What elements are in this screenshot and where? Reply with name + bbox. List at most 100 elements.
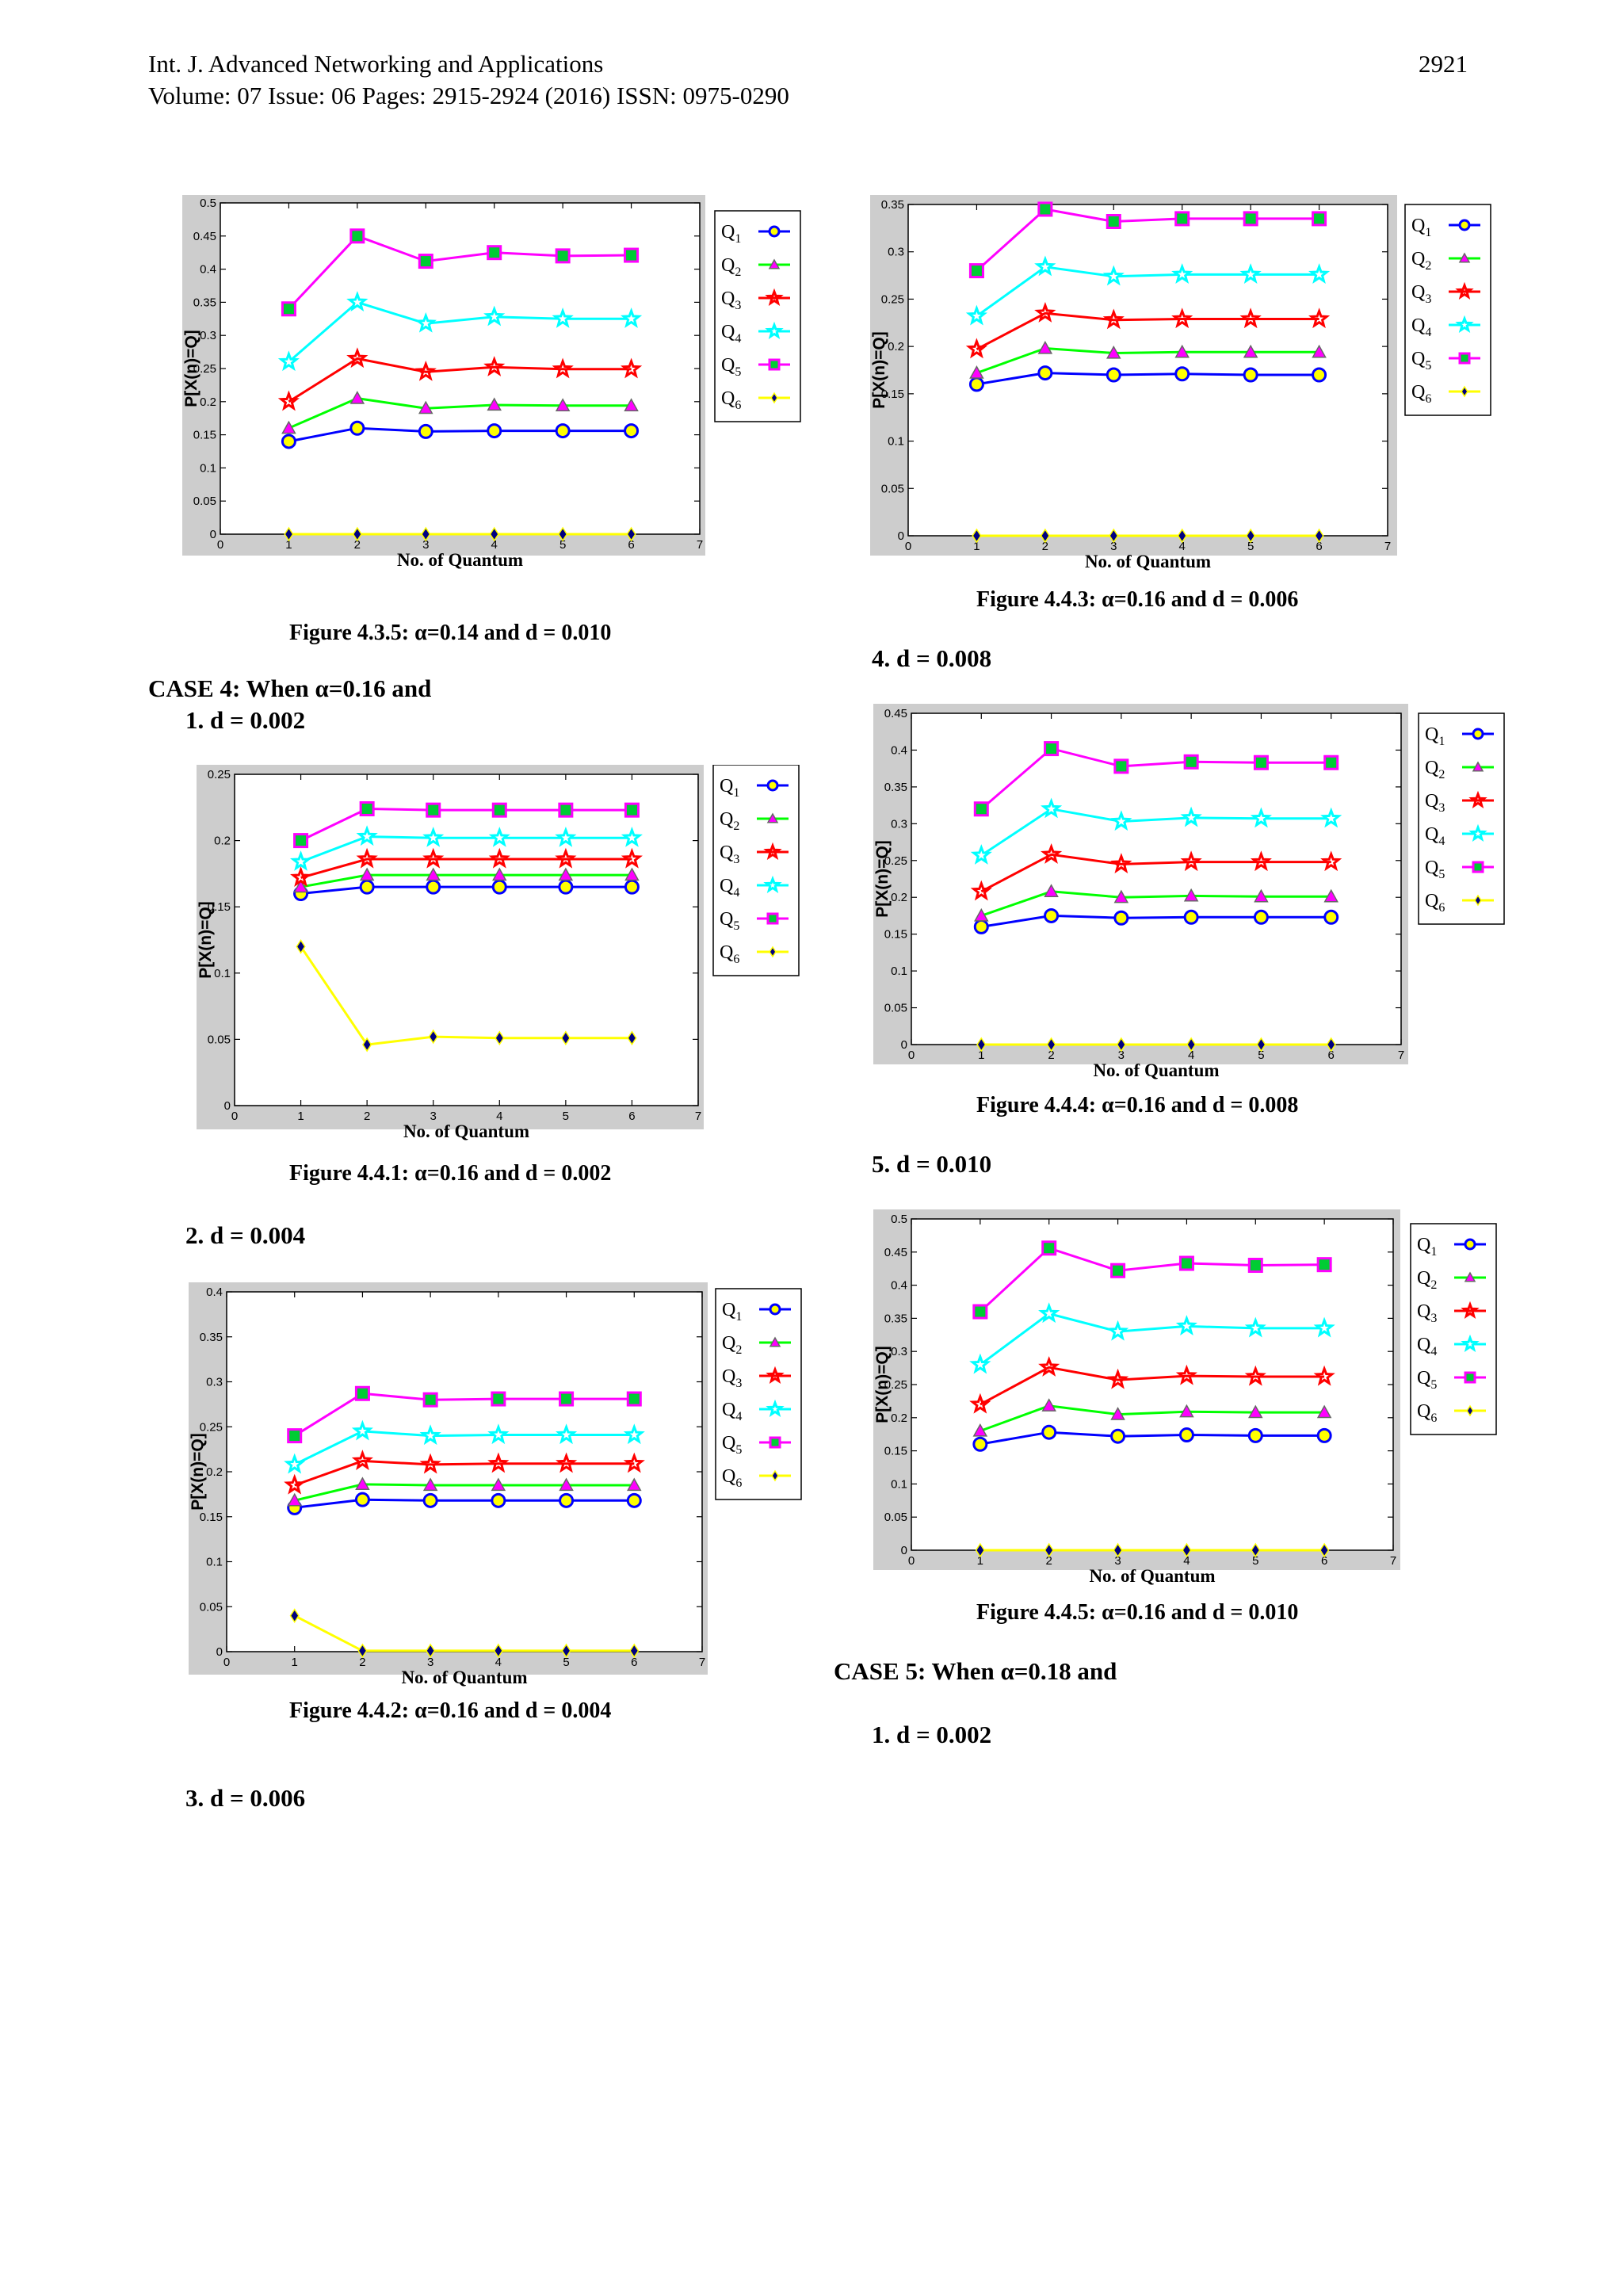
- legend-marker: [1464, 1371, 1476, 1384]
- x-axis-label: No. of Quantum: [403, 1121, 529, 1141]
- point-q5: [1323, 755, 1339, 770]
- point-q6: [1109, 528, 1119, 544]
- point-q6: [1314, 528, 1324, 544]
- point-q4: [356, 825, 378, 846]
- point-q1: [1174, 366, 1190, 382]
- x-tick-label: 0: [217, 538, 223, 552]
- legend-box: [715, 1288, 802, 1500]
- series-line-q5: [300, 807, 632, 842]
- point-q6: [284, 526, 294, 542]
- x-tick-label: 0: [231, 1110, 238, 1123]
- legend-marker: [768, 358, 781, 371]
- y-tick-label: 0.1: [214, 967, 231, 980]
- y-tick-label: 0.3: [206, 1376, 223, 1389]
- point-q6: [1186, 1037, 1197, 1052]
- case4-item-5: 5. d = 0.010: [872, 1150, 992, 1178]
- point-q1: [558, 879, 574, 895]
- caption-fig441: Figure 4.4.1: α=0.16 and d = 0.002: [289, 1161, 612, 1186]
- figure-4-4-1: 0 0.05 0.1 0.15 0.2 0.25 0 1 2 3 4 5 6 7 No. of Quantu…: [197, 765, 804, 1161]
- figure-4-3-5: 0 0.05 0.1 0.15 0.2 0.25 0.3 0.35 0.4 0.45 0.5 0 1 2 3…: [182, 195, 806, 587]
- point-q4: [1102, 265, 1125, 286]
- point-q4: [1180, 806, 1202, 827]
- point-q6: [1256, 1037, 1266, 1052]
- legend-marker: [765, 321, 784, 339]
- point-q1: [1253, 909, 1269, 925]
- y-tick-label: 0.45: [884, 1246, 907, 1259]
- point-q2: [1037, 340, 1053, 354]
- point-q4: [965, 304, 987, 326]
- point-q4: [422, 827, 445, 847]
- plot-area: [234, 774, 699, 1106]
- chart-svg: 0 0.05 0.1 0.15 0.2 0.25 0.3 0.35 0.4 0.45 0.5 0 1 2 3…: [873, 1209, 1497, 1586]
- point-q3: [351, 1450, 373, 1470]
- point-q2: [624, 867, 640, 881]
- point-q2: [627, 1477, 642, 1492]
- chart-svg: 0 0.05 0.1 0.15 0.2 0.25 0.3 0.35 0.4 0 1 2 3 4 5 6 7 No.…: [189, 1282, 802, 1687]
- y-tick-label: 0.15: [884, 1445, 907, 1458]
- point-q3: [1041, 842, 1063, 864]
- point-q2: [1174, 344, 1190, 358]
- point-q6: [1182, 1542, 1192, 1558]
- series-line-q4: [980, 1312, 1325, 1366]
- point-q4: [277, 350, 300, 372]
- point-q1: [968, 376, 984, 392]
- y-tick-label: 0.1: [891, 965, 907, 978]
- y-tick-label: 0.05: [884, 1002, 907, 1015]
- series-line-q3: [980, 853, 1331, 893]
- legend-marker: [763, 842, 782, 860]
- point-q2: [555, 398, 571, 411]
- x-tick-label: 7: [1384, 540, 1391, 553]
- point-q6: [493, 1643, 503, 1659]
- point-q6: [629, 1643, 640, 1659]
- y-tick-label: 0: [901, 1544, 907, 1557]
- point-q2: [1312, 344, 1327, 358]
- point-q5: [349, 228, 365, 244]
- point-q1: [1178, 1427, 1194, 1443]
- point-q2: [1183, 888, 1199, 902]
- point-q3: [1034, 301, 1056, 323]
- y-tick-label: 0: [224, 1099, 231, 1113]
- point-q6: [1246, 528, 1256, 544]
- point-q6: [489, 526, 499, 542]
- point-q5: [1316, 1257, 1332, 1273]
- point-q3: [621, 847, 643, 869]
- x-tick-label: 6: [1321, 1554, 1327, 1568]
- plot-area: [911, 712, 1402, 1045]
- legend-marker: [1466, 1404, 1474, 1417]
- series-line-q2: [976, 346, 1319, 375]
- legend-marker: [768, 258, 781, 269]
- y-tick-label: 0.35: [884, 1312, 907, 1325]
- y-tick-label: 0.5: [891, 1213, 907, 1226]
- y-axis-label: P[X(n)=Q]: [873, 1346, 892, 1423]
- y-tick-label: 0.15: [884, 928, 907, 942]
- point-q4: [1110, 810, 1132, 831]
- legend-marker: [1474, 894, 1482, 907]
- y-tick-label: 0.15: [208, 900, 231, 914]
- x-tick-label: 1: [297, 1110, 304, 1123]
- y-tick-label: 0.4: [891, 743, 907, 757]
- journal-title: Int. J. Advanced Networking and Applicat…: [148, 50, 604, 78]
- legend-marker: [1472, 861, 1484, 873]
- point-q1: [1243, 367, 1258, 383]
- point-q3: [356, 847, 378, 869]
- y-tick-label: 0.3: [200, 329, 216, 342]
- legend-label: Q3: [1425, 791, 1445, 815]
- point-q5: [1247, 1258, 1263, 1274]
- x-tick-label: 2: [354, 538, 361, 552]
- legend-marker: [770, 392, 778, 404]
- point-q5: [1041, 1240, 1057, 1256]
- point-q5: [418, 254, 433, 269]
- chart-svg: 0 0.05 0.1 0.15 0.2 0.25 0.3 0.35 0 1 2 3 4 5 6 7 No. of…: [870, 195, 1491, 571]
- point-q2: [492, 867, 507, 881]
- point-q4: [483, 305, 506, 327]
- point-q6: [975, 1542, 985, 1558]
- y-tick-label: 0.2: [200, 395, 216, 409]
- point-q2: [1110, 1407, 1125, 1420]
- chart-svg: 0 0.05 0.1 0.15 0.2 0.25 0 1 2 3 4 5 6 7 No. of Quantu…: [197, 765, 800, 1141]
- x-tick-label: 4: [1179, 540, 1186, 553]
- point-q4: [1313, 1316, 1335, 1338]
- y-axis-label: P[X(n)=Q]: [870, 331, 888, 408]
- case4-item-1: 1. d = 0.002: [185, 706, 306, 734]
- point-q6: [1319, 1542, 1330, 1558]
- x-tick-label: 4: [495, 1656, 502, 1669]
